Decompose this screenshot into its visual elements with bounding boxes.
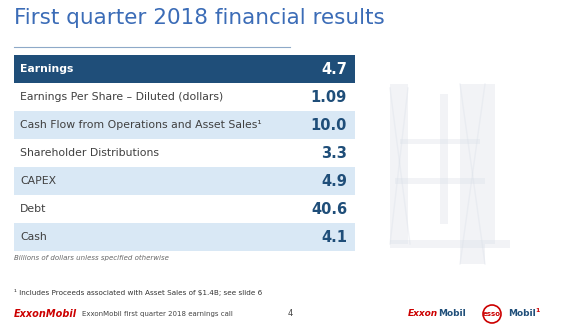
Text: Debt: Debt	[20, 204, 46, 214]
Bar	[14, 167, 355, 195]
Text: esso: esso	[483, 311, 501, 317]
Text: Earnings: Earnings	[20, 64, 74, 74]
Text: Billions of dollars unless specified otherwise: Billions of dollars unless specified oth…	[14, 255, 169, 261]
Text: 4.1: 4.1	[321, 229, 347, 245]
Text: 10.0: 10.0	[311, 118, 347, 133]
Bar	[395, 178, 485, 184]
Text: Exxon: Exxon	[408, 309, 438, 318]
Text: Cash Flow from Operations and Asset Sales¹: Cash Flow from Operations and Asset Sale…	[20, 120, 262, 130]
Text: Mobil: Mobil	[508, 309, 536, 318]
Text: 1.09: 1.09	[311, 89, 347, 105]
Bar	[14, 139, 355, 167]
Bar	[14, 55, 355, 83]
Bar	[440, 94, 448, 224]
Bar	[400, 139, 480, 144]
Text: CAPEX: CAPEX	[20, 176, 56, 186]
Bar	[460, 84, 485, 264]
Text: First quarter 2018 financial results: First quarter 2018 financial results	[14, 8, 385, 28]
Bar	[14, 195, 355, 223]
Text: 3.3: 3.3	[321, 145, 347, 160]
Text: 1: 1	[535, 307, 539, 313]
Text: 40.6: 40.6	[311, 202, 347, 216]
Text: 4.7: 4.7	[321, 62, 347, 76]
Bar	[390, 240, 510, 248]
Text: 4.9: 4.9	[321, 173, 347, 189]
Bar	[485, 84, 495, 244]
Text: Earnings Per Share – Diluted (dollars): Earnings Per Share – Diluted (dollars)	[20, 92, 223, 102]
Text: ExxonMobil: ExxonMobil	[14, 309, 77, 319]
Text: 4: 4	[287, 309, 293, 318]
Bar	[14, 83, 355, 111]
Bar	[14, 111, 355, 139]
Text: ExxonMobil first quarter 2018 earnings call: ExxonMobil first quarter 2018 earnings c…	[82, 311, 233, 317]
Text: Cash: Cash	[20, 232, 47, 242]
Text: Shareholder Distributions: Shareholder Distributions	[20, 148, 159, 158]
Text: Mobil: Mobil	[438, 309, 466, 318]
Bar	[14, 223, 355, 251]
Bar	[390, 84, 408, 244]
Text: ¹ Includes Proceeds associated with Asset Sales of $1.4B; see slide 6: ¹ Includes Proceeds associated with Asse…	[14, 289, 262, 296]
